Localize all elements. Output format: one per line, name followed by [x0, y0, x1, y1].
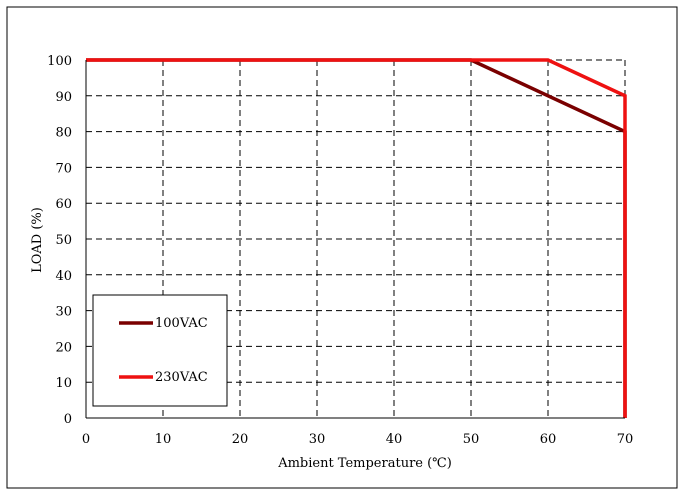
chart-frame [6, 6, 678, 489]
series-line-230vac [86, 58, 627, 418]
legend-label-100vac: 100VAC [155, 316, 208, 331]
y-tick-label: 80 [55, 126, 72, 141]
x-tick-label: 10 [155, 432, 172, 447]
x-tick-label: 60 [540, 432, 557, 447]
y-tick-label: 10 [55, 376, 72, 391]
x-tick-label: 70 [617, 432, 634, 447]
y-tick-label: 40 [55, 269, 72, 284]
y-tick-label: 30 [55, 305, 72, 320]
x-tick-label: 30 [309, 432, 326, 447]
x-tick-label: 0 [82, 432, 90, 447]
x-tick-label: 50 [463, 432, 480, 447]
x-tick-label: 20 [232, 432, 249, 447]
y-tick-label: 20 [55, 340, 72, 355]
y-tick-labels: 0 10 20 30 40 50 60 70 80 90 100 [47, 54, 72, 427]
y-axis-title: LOAD (%) [30, 207, 45, 273]
legend: 100VAC 230VAC [92, 294, 228, 407]
y-tick-label: 70 [55, 161, 72, 176]
y-tick-label: 50 [55, 233, 72, 248]
x-axis-title: Ambient Temperature (℃) [277, 456, 452, 471]
series-lines [86, 58, 627, 418]
x-tick-labels: 0 10 20 30 40 50 60 70 [82, 432, 633, 447]
y-tick-label: 60 [55, 197, 72, 212]
y-tick-label: 0 [64, 412, 72, 427]
y-tick-label: 100 [47, 54, 72, 69]
legend-label-230vac: 230VAC [155, 370, 208, 385]
legend-box [92, 294, 228, 407]
x-tick-label: 40 [386, 432, 403, 447]
y-tick-label: 90 [55, 90, 72, 105]
